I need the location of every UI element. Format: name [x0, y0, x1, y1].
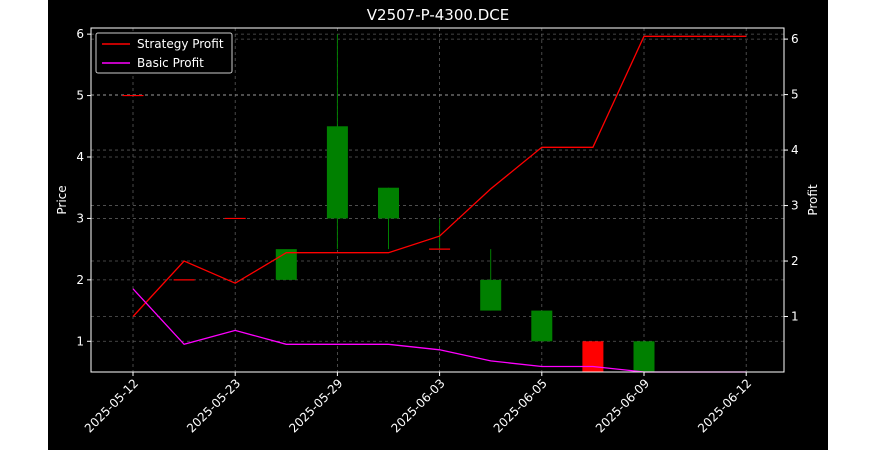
legend-label-strategy-profit: Strategy Profit [137, 37, 224, 51]
y-tick-label: 5 [76, 89, 84, 103]
candle-body [582, 341, 604, 372]
legend-label-basic-profit: Basic Profit [137, 56, 204, 70]
chart-svg: V2507-P-4300.DCE Price Profit 1 2 3 4 5 6 1 2 3 4… [55, 6, 820, 435]
candle-body [378, 187, 399, 219]
x-tick-label: 2025-05-29 [286, 376, 345, 435]
y-tick-label: 3 [76, 211, 84, 225]
plot-frame [90, 27, 785, 373]
y-tick-label: 2 [76, 273, 84, 287]
candle-body [633, 341, 655, 372]
chart-title: V2507-P-4300.DCE [367, 6, 509, 24]
y-right-tick-label: 1 [791, 310, 799, 324]
y-right-tick-label: 2 [791, 254, 799, 268]
y-tick-label: 4 [76, 150, 84, 164]
grid-lines [91, 28, 784, 372]
series-line-strategy-profit [132, 35, 747, 317]
candlesticks [122, 34, 757, 373]
legend: Strategy Profit Basic Profit [95, 32, 233, 74]
y-right-tick-label: 5 [791, 88, 799, 102]
axis-ticks: 1 2 3 4 5 6 1 2 3 4 5 6 2025-05-12 2025-05-23 2025-05-… [76, 27, 798, 435]
x-tick-label: 2025-06-09 [593, 376, 652, 435]
x-tick-label: 2025-06-05 [491, 376, 550, 435]
y-right-tick-label: 6 [791, 32, 799, 46]
y-right-tick-label: 3 [791, 199, 799, 213]
x-tick-label: 2025-06-12 [695, 376, 754, 435]
y-right-tick-label: 4 [791, 143, 799, 157]
candle-body [480, 279, 502, 311]
candle-body [326, 126, 348, 219]
candle-body [531, 310, 553, 342]
candle-body [275, 249, 297, 280]
x-tick-label: 2025-05-12 [82, 376, 141, 435]
y-tick-label: 1 [76, 334, 84, 348]
y-axis-label: Price [55, 185, 69, 214]
chart-figure: V2507-P-4300.DCE Price Profit 1 2 3 4 5 6 1 2 3 4… [48, 0, 828, 450]
x-tick-label: 2025-06-03 [389, 376, 448, 435]
x-tick-label: 2025-05-23 [184, 376, 243, 435]
y-tick-label: 6 [76, 27, 84, 41]
y-axis-right-label: Profit [806, 184, 820, 216]
